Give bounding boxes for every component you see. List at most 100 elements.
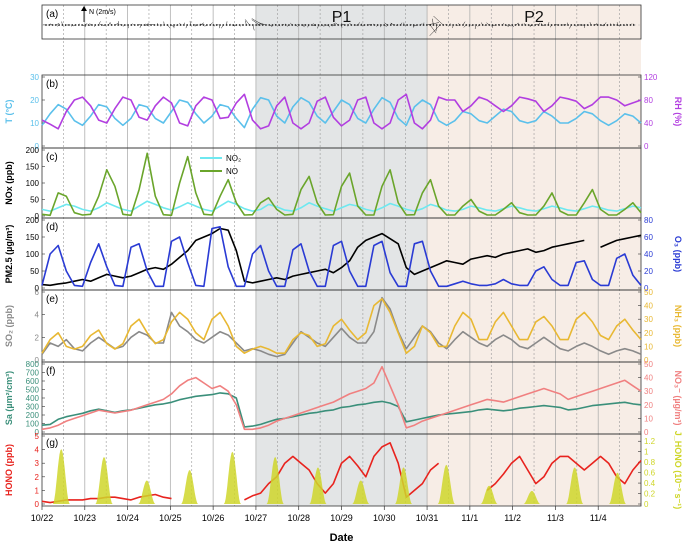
panel-tag: (g) — [46, 438, 58, 449]
wind-vector — [433, 15, 444, 26]
x-tick-label: 10/26 — [202, 513, 225, 523]
panel-d: (d) 0 50 100 150 200 PM2.5 (µg/m³) 0 20 40 60 80 O₃ … — [4, 216, 683, 293]
y-tick-label: 200 — [26, 411, 40, 420]
legend-label: NO — [226, 167, 238, 176]
wind-vector-dot — [370, 24, 372, 26]
jhono-area — [52, 449, 70, 504]
wind-vector-dot — [327, 24, 330, 26]
y-tick-label: 0 — [35, 142, 40, 151]
wind-vector-dot — [357, 24, 359, 26]
x-tick-label: 10/31 — [416, 513, 439, 523]
wind-vector-dot — [68, 24, 70, 26]
y-tick-label: 100 — [26, 250, 40, 259]
wind-vector-dot — [402, 24, 405, 26]
wind-vector-dot — [498, 24, 500, 26]
wind-vector — [251, 18, 263, 26]
y-tick-label: 1 — [35, 486, 40, 495]
y2-tick-label: 1 — [644, 448, 649, 457]
y2-axis-label: NH₃ (ppb) — [673, 305, 683, 347]
wind-vector-dot — [212, 24, 215, 26]
y-tick-label: 400 — [26, 394, 40, 403]
y2-tick-label: 0 — [644, 356, 649, 365]
y2-tick-label: 0.2 — [644, 490, 656, 499]
series-line-no — [41, 365, 642, 431]
wind-vector-dot — [363, 24, 366, 26]
wind-vector-dot — [557, 24, 560, 26]
wind-vector-dot — [271, 24, 274, 26]
y-tick-label: 150 — [26, 233, 40, 242]
wind-vector-dot — [632, 24, 635, 26]
wind-vector-dot — [176, 24, 179, 26]
wind-vector-dot — [137, 24, 139, 26]
wind-vector-dot — [386, 24, 389, 26]
wind-vector-dot — [573, 24, 576, 26]
wind-vector-dot — [48, 24, 51, 26]
wind-vector-dot — [458, 24, 461, 26]
wind-vector-dot — [353, 24, 356, 26]
y-axis-label: Sa (µm²/cm³) — [4, 371, 14, 425]
wind-vector-dot — [199, 24, 202, 26]
wind-vector-dot — [609, 24, 612, 26]
x-tick-label: 11/1 — [461, 513, 478, 523]
wind-vector-dot — [117, 24, 120, 26]
wind-vector-dot — [291, 24, 294, 26]
wind-vector-dot — [521, 24, 523, 26]
y2-tick-label: 50 — [644, 288, 653, 297]
wind-vector-dot — [58, 24, 61, 26]
wind-vector-dot — [314, 24, 317, 26]
legend-label: NO₂ — [226, 154, 241, 163]
wind-vector-dot — [455, 24, 458, 26]
wind-vector-dot — [560, 24, 563, 26]
panel-tag: (e) — [46, 294, 58, 305]
wind-vector-dot — [485, 24, 487, 26]
y2-tick-label: 0 — [644, 142, 649, 151]
y-tick-label: 600 — [26, 377, 40, 386]
wind-vector-dot — [547, 24, 550, 26]
wind-vector-dot — [337, 24, 340, 26]
y2-axis-label: RH (%) — [673, 97, 683, 127]
wind-vector-dot — [317, 24, 320, 26]
x-tick-label: 10/30 — [373, 513, 396, 523]
wind-vector-dot — [629, 24, 632, 26]
x-tick-label: 10/29 — [330, 513, 353, 523]
y2-tick-label: 0 — [644, 500, 649, 509]
wind-vector-dot — [396, 24, 399, 26]
wind-vector-dot — [179, 24, 182, 26]
wind-vector-dot — [445, 24, 448, 26]
wind-vector-dot — [550, 24, 553, 26]
y-tick-label: 20 — [30, 96, 39, 105]
wind-vector-dot — [281, 24, 284, 26]
y-axis-label: PM2.5 (µg/m³) — [4, 225, 14, 284]
y-tick-label: 50 — [30, 267, 39, 276]
wind-vector-dot — [504, 24, 507, 26]
wind-vector-dot — [219, 24, 221, 26]
y-tick-label: 0 — [35, 500, 40, 509]
wind-vector-dot — [251, 24, 254, 26]
jhono-area — [352, 480, 370, 504]
wind-vector-dot — [350, 24, 353, 26]
panel-a: N (2m/s) (a) P1 P2 — [41, 4, 642, 40]
x-axis-label: Date — [330, 532, 354, 544]
wind-vector-dot — [81, 24, 84, 26]
wind-vector-dot — [74, 24, 77, 26]
jhono-area — [95, 456, 113, 504]
jhono-area — [480, 485, 498, 504]
period-backgrounds — [63, 5, 641, 506]
panel-e: (e) 0 2 4 6 SO₂ (ppb) 0 10 20 30 40 50 NH₃ (ppb) — [4, 288, 683, 365]
wind-vector-dot — [107, 24, 110, 26]
wind-vector-dot — [334, 24, 336, 26]
wind-vector-dot — [255, 24, 258, 26]
wind-vector-dot — [192, 24, 195, 26]
y-tick-label: 10 — [30, 119, 39, 128]
y-tick-label: 300 — [26, 403, 40, 412]
wind-vector-dot — [514, 24, 517, 26]
wind-vector-dot — [163, 24, 166, 26]
wind-vector-dot — [429, 24, 432, 26]
wind-vector-dot — [268, 24, 271, 26]
wind-vector-dot — [215, 24, 218, 26]
wind-vector-dot — [380, 24, 382, 26]
wind-vector-dot — [452, 24, 455, 26]
y2-tick-label: 120 — [644, 73, 658, 82]
wind-vector-dot — [570, 24, 573, 26]
